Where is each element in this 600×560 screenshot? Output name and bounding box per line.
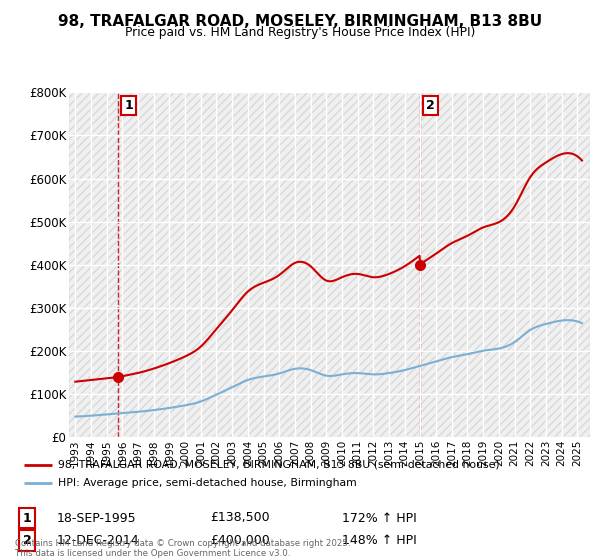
Text: £138,500: £138,500: [210, 511, 269, 525]
Text: 98, TRAFALGAR ROAD, MOSELEY, BIRMINGHAM, B13 8BU (semi-detached house): 98, TRAFALGAR ROAD, MOSELEY, BIRMINGHAM,…: [58, 460, 500, 470]
Text: 2: 2: [426, 99, 434, 113]
Text: 12-DEC-2014: 12-DEC-2014: [57, 534, 140, 547]
Text: 1: 1: [23, 511, 31, 525]
Text: HPI: Average price, semi-detached house, Birmingham: HPI: Average price, semi-detached house,…: [58, 478, 357, 488]
Text: 148% ↑ HPI: 148% ↑ HPI: [342, 534, 417, 547]
Text: 1: 1: [124, 99, 133, 113]
Text: 172% ↑ HPI: 172% ↑ HPI: [342, 511, 417, 525]
Text: Contains HM Land Registry data © Crown copyright and database right 2025.
This d: Contains HM Land Registry data © Crown c…: [15, 539, 350, 558]
Text: Price paid vs. HM Land Registry's House Price Index (HPI): Price paid vs. HM Land Registry's House …: [125, 26, 475, 39]
Text: 18-SEP-1995: 18-SEP-1995: [57, 511, 137, 525]
Text: 98, TRAFALGAR ROAD, MOSELEY, BIRMINGHAM, B13 8BU: 98, TRAFALGAR ROAD, MOSELEY, BIRMINGHAM,…: [58, 14, 542, 29]
Text: £400,000: £400,000: [210, 534, 270, 547]
Bar: [69, 92, 590, 437]
Text: 2: 2: [23, 534, 31, 547]
